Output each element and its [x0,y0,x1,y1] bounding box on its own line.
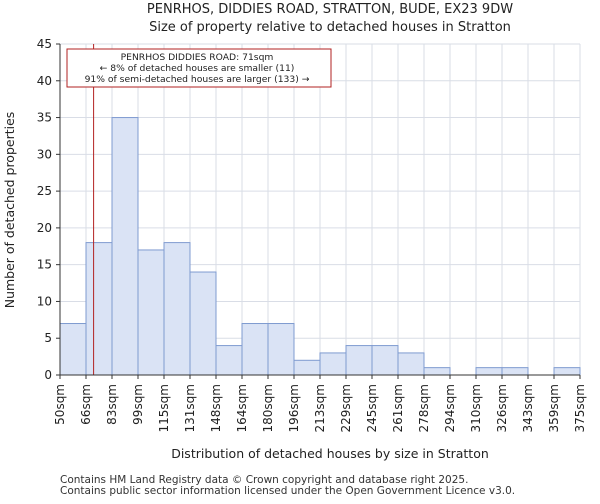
bar [319,352,347,376]
bar [163,242,191,376]
bar [293,359,321,376]
x-tick-label: 310sqm [469,384,483,432]
x-tick-label: 343sqm [521,384,535,432]
x-tick-label: 99sqm [131,384,145,425]
annotation-line: PENRHOS DIDDIES ROAD: 71sqm [121,52,274,63]
x-tick-label: 278sqm [417,384,431,432]
x-tick-label: 66sqm [79,384,93,425]
x-tick-label: 326sqm [495,384,509,432]
x-tick-label: 196sqm [287,384,301,432]
y-tick-labels: 0 5 10 15 20 25 30 35 40 45 [37,37,60,382]
x-tick-label: 180sqm [261,384,275,432]
chart-subtitle: Size of property relative to detached ho… [149,20,511,35]
x-tick-label: 131sqm [183,384,197,432]
bar [215,345,243,376]
bar [85,242,113,376]
y-tick-label: 20 [37,221,52,235]
annotation-box [66,48,332,88]
footer-line-2: Contains public sector information licen… [60,485,515,497]
y-axis-label: Number of detached properties [2,112,17,309]
x-tick-label: 83sqm [105,384,119,425]
y-tick-label: 30 [37,147,52,161]
x-tick-label: 213sqm [313,384,327,432]
y-tick-label: 35 [37,111,52,125]
x-tick-label: 148sqm [209,384,223,432]
y-tick-label: 5 [44,331,52,345]
x-tick-label: 261sqm [391,384,405,432]
x-tick-label: 245sqm [365,384,379,432]
y-tick-label: 15 [37,258,52,272]
x-tick-label: 359sqm [547,384,561,432]
footer-line-1: Contains HM Land Registry data © Crown c… [60,474,468,486]
property-marker: PENRHOS DIDDIES ROAD: 71sqm← 8% of detac… [66,44,332,375]
bar [267,323,295,376]
bar [501,367,529,376]
bar [59,323,87,376]
x-tick-label: 375sqm [573,384,587,432]
bar [371,345,399,376]
y-tick-label: 0 [44,368,52,382]
y-tick-label: 45 [37,37,52,51]
bar [397,352,425,376]
annotation-line: ← 8% of detached houses are smaller (11) [100,63,295,74]
x-tick-label: 50sqm [53,384,67,425]
x-axis-label: Distribution of detached houses by size … [171,446,489,461]
bar [137,249,165,376]
bar [553,367,581,376]
x-tick-label: 294sqm [443,384,457,432]
bar [111,117,139,376]
y-tick-label: 25 [37,184,52,198]
x-tick-label: 229sqm [339,384,353,432]
y-tick-label: 40 [37,74,52,88]
bar [345,345,373,376]
bar [475,367,503,376]
x-tick-label: 115sqm [157,384,171,432]
y-tick-label: 10 [37,294,52,308]
bars [59,117,581,376]
chart-title: PENRHOS, DIDDIES ROAD, STRATTON, BUDE, E… [147,2,513,17]
x-tick-label: 164sqm [235,384,249,432]
bar [423,367,451,376]
bar [241,323,269,376]
bar [189,271,217,376]
annotation-line: 91% of semi-detached houses are larger (… [85,74,310,85]
x-tick-labels: 50sqm 66sqm 83sqm 99sqm 115sqm 131sqm 148sqm 16… [53,375,587,432]
